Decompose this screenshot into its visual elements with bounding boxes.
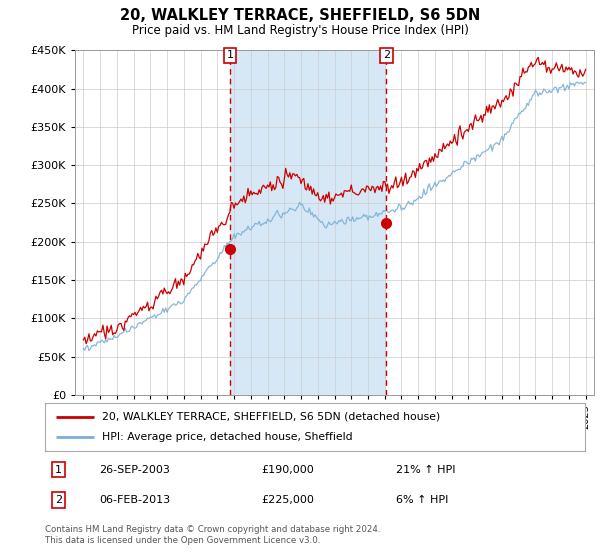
Text: 20, WALKLEY TERRACE, SHEFFIELD, S6 5DN (detached house): 20, WALKLEY TERRACE, SHEFFIELD, S6 5DN (… [101, 412, 440, 422]
Text: Contains HM Land Registry data © Crown copyright and database right 2024.
This d: Contains HM Land Registry data © Crown c… [45, 525, 380, 545]
Bar [230, 50, 386, 395]
Text: 2: 2 [383, 50, 390, 60]
Text: 06-FEB-2013: 06-FEB-2013 [99, 495, 170, 505]
Text: 20, WALKLEY TERRACE, SHEFFIELD, S6 5DN: 20, WALKLEY TERRACE, SHEFFIELD, S6 5DN [120, 8, 480, 24]
Text: 2: 2 [55, 495, 62, 505]
Text: 1: 1 [55, 465, 62, 475]
Text: £225,000: £225,000 [261, 495, 314, 505]
Text: 1: 1 [226, 50, 233, 60]
Text: Price paid vs. HM Land Registry's House Price Index (HPI): Price paid vs. HM Land Registry's House … [131, 24, 469, 37]
Text: £190,000: £190,000 [261, 465, 314, 475]
Text: 6% ↑ HPI: 6% ↑ HPI [396, 495, 448, 505]
Text: 21% ↑ HPI: 21% ↑ HPI [396, 465, 455, 475]
Text: 26-SEP-2003: 26-SEP-2003 [99, 465, 170, 475]
Text: HPI: Average price, detached house, Sheffield: HPI: Average price, detached house, Shef… [101, 432, 352, 442]
